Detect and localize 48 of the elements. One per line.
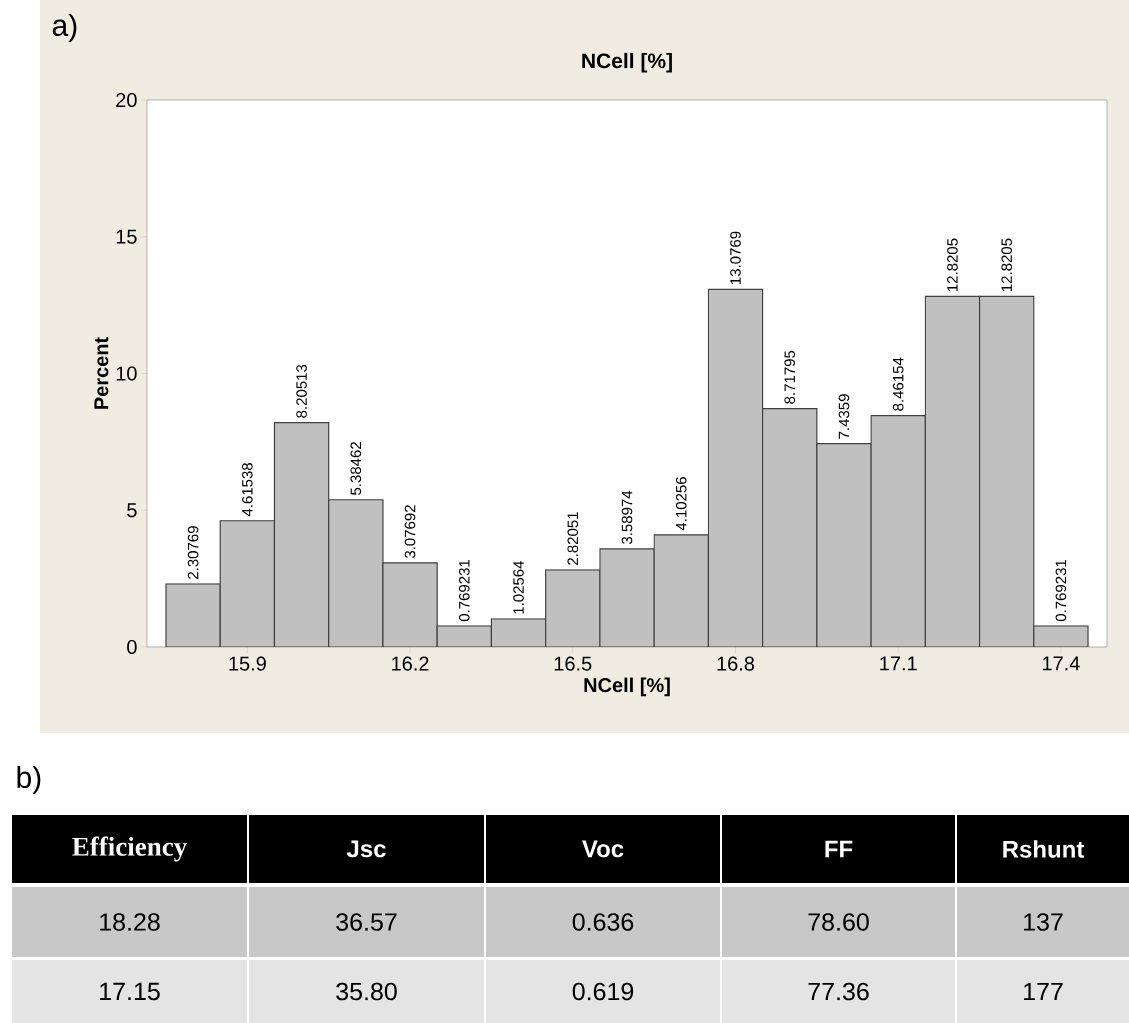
category-label: Efficiency — [72, 836, 187, 862]
chart-title: NCell [%] — [582, 52, 672, 73]
data-label: 8.46154 — [892, 357, 904, 411]
data-label: 1.02564 — [513, 560, 524, 614]
data-label: 8.20513 — [296, 364, 307, 418]
text: 77.36 — [808, 982, 869, 1001]
data-label: 7.4359 — [838, 394, 850, 439]
data-label: 0.769231 — [458, 559, 470, 622]
y-tick-label: 0 — [127, 639, 137, 655]
category-label: Jsc — [346, 840, 386, 858]
data-label: 12.8205 — [1001, 238, 1012, 292]
text: 36.57 — [336, 913, 397, 931]
data-label: 2.30769 — [187, 526, 199, 579]
x-tick-label: 17.4 — [1042, 656, 1080, 671]
text: 177 — [1024, 982, 1063, 1001]
y-axis-title: Percent — [94, 337, 109, 409]
data-label: 8.71795 — [784, 350, 796, 404]
x-tick-label: 16.2 — [392, 656, 429, 671]
data-label: 0.769231 — [1055, 559, 1067, 622]
text: 0.619 — [572, 982, 634, 1001]
x-tick-label: 15.9 — [229, 656, 266, 671]
text: 18.28 — [100, 913, 160, 931]
category-label: Voc — [582, 840, 624, 858]
y-tick-label: 5 — [127, 503, 137, 518]
data-label: 3.58974 — [621, 490, 633, 545]
y-tick-label: 10 — [116, 366, 137, 381]
data-label: 5.38462 — [350, 442, 362, 495]
data-label: 4.61538 — [242, 463, 253, 517]
text: 17.15 — [100, 982, 160, 1001]
x-tick-label: 17.1 — [880, 656, 917, 671]
x-tick-label: 16.8 — [717, 656, 755, 671]
y-tick-label: 20 — [116, 92, 137, 108]
text: b) — [17, 766, 41, 794]
data-label: 13.0769 — [730, 231, 741, 284]
text: 35.80 — [336, 982, 397, 1001]
y-tick-label: 15 — [116, 229, 137, 244]
category-label: FF — [825, 840, 853, 858]
data-label: 4.10256 — [675, 477, 687, 531]
data-label: 2.82051 — [567, 512, 579, 565]
text: 137 — [1024, 913, 1063, 931]
text: 0.636 — [572, 913, 634, 931]
data-label: 12.8205 — [947, 238, 958, 292]
category-label: Rshunt — [1003, 840, 1085, 858]
text: 78.60 — [808, 913, 869, 931]
text: a) — [52, 14, 77, 42]
x-tick-label: 16.5 — [554, 656, 592, 671]
data-label: 3.07692 — [404, 505, 416, 559]
x-axis-title: NCell [%] — [584, 677, 670, 697]
